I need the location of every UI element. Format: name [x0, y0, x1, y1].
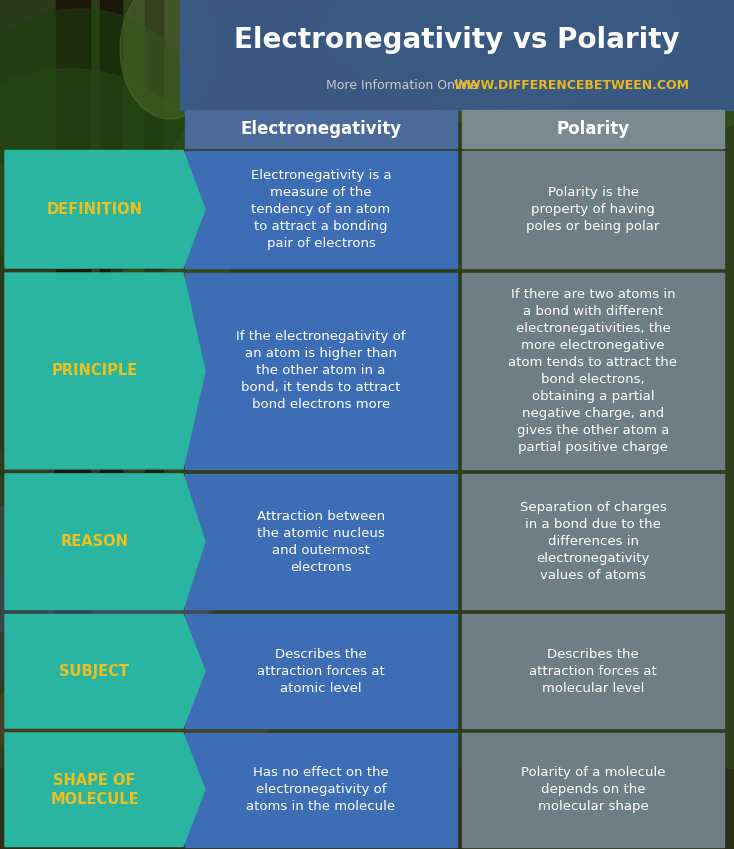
Bar: [185, 273, 457, 469]
Text: Describes the
attraction forces at
molecular level: Describes the attraction forces at molec…: [529, 648, 657, 694]
Text: Has no effect on the
electronegativity of
atoms in the molecule: Has no effect on the electronegativity o…: [247, 767, 396, 813]
Bar: [145, 0, 163, 499]
Bar: [55, 0, 90, 649]
Text: Separation of charges
in a bond due to the
differences in
electronegativity
valu: Separation of charges in a bond due to t…: [520, 501, 666, 582]
Bar: [185, 615, 457, 728]
Bar: [462, 110, 724, 148]
Text: DEFINITION: DEFINITION: [46, 202, 142, 216]
Text: Describes the
attraction forces at
atomic level: Describes the attraction forces at atomi…: [257, 648, 385, 694]
Ellipse shape: [0, 9, 190, 189]
Ellipse shape: [110, 169, 230, 409]
Bar: [185, 110, 457, 148]
Text: Electronegativity vs Polarity: Electronegativity vs Polarity: [234, 25, 680, 53]
Text: If there are two atoms in
a bond with different
electronegativities, the
more el: If there are two atoms in a bond with di…: [509, 288, 677, 454]
Text: Attraction between
the atomic nucleus
and outermost
electrons: Attraction between the atomic nucleus an…: [257, 509, 385, 574]
Text: SUBJECT: SUBJECT: [59, 664, 129, 678]
Bar: [462, 150, 724, 268]
Polygon shape: [5, 474, 205, 610]
Bar: [185, 474, 457, 610]
Polygon shape: [5, 273, 205, 469]
Text: Electronegativity: Electronegativity: [241, 120, 401, 138]
Ellipse shape: [0, 659, 270, 779]
Polygon shape: [5, 733, 205, 846]
Text: WWW.DIFFERENCEBETWEEN.COM: WWW.DIFFERENCEBETWEEN.COM: [454, 79, 690, 93]
Bar: [462, 273, 724, 469]
Bar: [100, 0, 122, 549]
Bar: [462, 474, 724, 610]
Ellipse shape: [320, 0, 680, 109]
Ellipse shape: [120, 0, 220, 119]
Text: More Information Online: More Information Online: [326, 79, 478, 93]
Polygon shape: [5, 150, 205, 268]
Polygon shape: [5, 615, 205, 728]
Ellipse shape: [40, 534, 220, 644]
Bar: [185, 733, 457, 846]
Ellipse shape: [0, 489, 230, 649]
Ellipse shape: [0, 569, 170, 689]
Text: Polarity of a molecule
depends on the
molecular shape: Polarity of a molecule depends on the mo…: [520, 767, 665, 813]
Bar: [462, 615, 724, 728]
Bar: [0, 769, 734, 849]
Text: REASON: REASON: [60, 534, 128, 549]
Text: PRINCIPLE: PRINCIPLE: [51, 363, 138, 379]
Ellipse shape: [400, 0, 734, 149]
Text: Polarity is the
property of having
poles or being polar: Polarity is the property of having poles…: [526, 186, 660, 233]
Bar: [180, 0, 734, 110]
Text: Electronegativity is a
measure of the
tendency of an atom
to attract a bonding
p: Electronegativity is a measure of the te…: [251, 169, 391, 250]
Bar: [462, 733, 724, 846]
Text: SHAPE OF
MOLECULE: SHAPE OF MOLECULE: [50, 773, 139, 807]
Text: If the electronegativity of
an atom is higher than
the other atom in a
bond, it : If the electronegativity of an atom is h…: [236, 330, 406, 412]
Bar: [185, 150, 457, 268]
Bar: [0, 0, 55, 449]
Ellipse shape: [0, 69, 200, 269]
Text: Polarity: Polarity: [556, 120, 630, 138]
